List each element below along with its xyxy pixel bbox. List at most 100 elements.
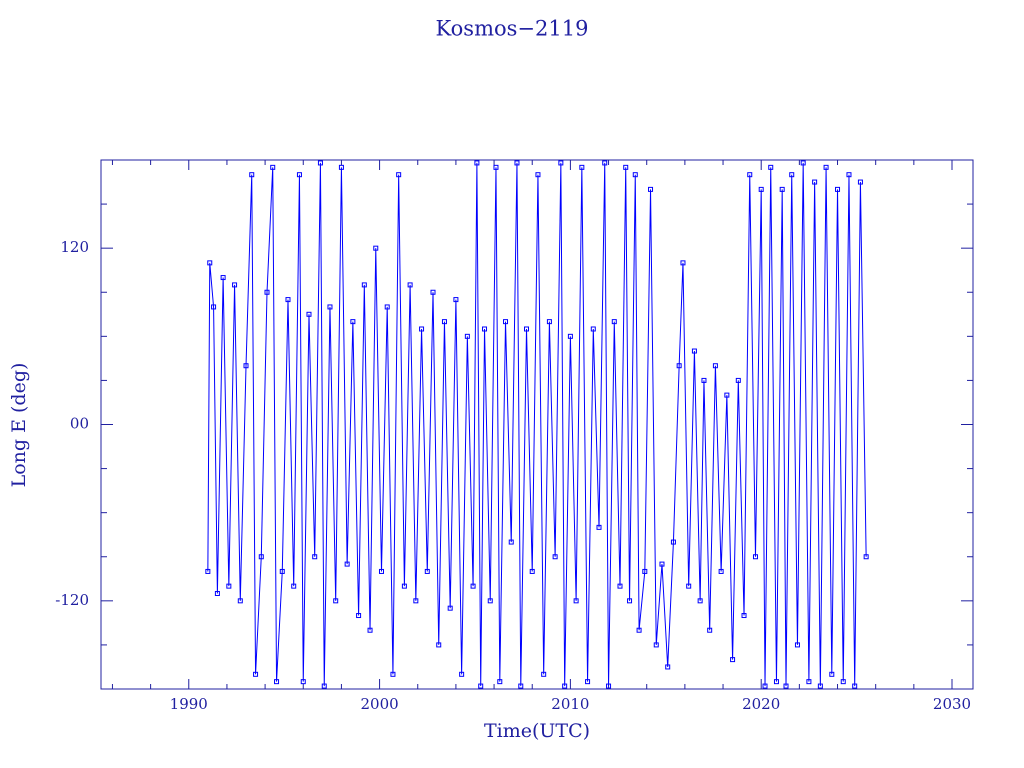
data-point [752,554,758,560]
data-point [623,164,629,170]
data-point [730,657,736,663]
data-point [529,568,535,574]
data-point [585,679,591,685]
data-point [264,289,270,295]
data-point [413,598,419,604]
data-point [697,598,703,604]
y-tick-label: -120 [55,591,89,609]
x-tick-label: 2020 [742,695,780,713]
data-point [783,683,789,689]
data-point [817,683,823,689]
data-point [590,326,596,332]
data-point [478,683,484,689]
data-point [712,363,718,369]
data-point [779,186,785,192]
data-point [321,683,327,689]
data-point [636,627,642,633]
data-point [407,282,413,288]
data-point [253,671,259,677]
data-point [546,319,552,325]
data-point [659,561,665,567]
data-point [632,172,638,178]
data-point [835,186,841,192]
data-point [367,627,373,633]
x-axis-label: Time(UTC) [484,720,590,742]
data-point [823,164,829,170]
data-point [806,679,812,685]
data-point [333,598,339,604]
data-point [562,683,568,689]
data-point [285,297,291,303]
data-point [762,683,768,689]
data-point [279,568,285,574]
data-point [789,172,795,178]
data-point [680,260,686,266]
x-tick-label: 2010 [551,695,589,713]
data-point [464,333,470,339]
data-point [482,326,488,332]
data-point [579,164,585,170]
data-point [768,164,774,170]
data-line [207,162,867,687]
data-point [436,642,442,648]
data-point [503,319,509,325]
data-point [424,568,430,574]
data-point [648,186,654,192]
chart-title: Kosmos−2119 [436,17,589,41]
data-point [441,319,447,325]
data-point [312,554,318,560]
data-point [243,363,249,369]
data-point [812,179,818,185]
data-point [718,568,724,574]
data-point [686,583,692,589]
data-point [493,164,499,170]
data-point [602,160,608,166]
data-point [317,160,323,166]
data-point [840,679,846,685]
data-point [747,172,753,178]
data-point [724,392,730,398]
data-point [573,598,579,604]
data-point [384,304,390,310]
data-point [232,282,238,288]
data-point [676,363,682,369]
data-point [773,679,779,685]
data-point [691,348,697,354]
data-point [627,598,633,604]
data-point [249,172,255,178]
data-point [291,583,297,589]
data-point [487,598,493,604]
data-point [258,554,264,560]
data-point [497,679,503,685]
data-point [214,590,220,596]
y-axis-label: Long E (deg) [8,363,30,488]
data-point [567,333,573,339]
data-point [270,164,276,170]
data-point [207,260,213,266]
data-point [470,583,476,589]
data-point [514,160,520,166]
data-point [508,539,514,545]
data-point [800,160,806,166]
data-point [518,683,524,689]
data-point [338,164,344,170]
x-tick-label: 1990 [170,695,208,713]
data-point [274,679,280,685]
data-point [524,326,530,332]
data-point [642,568,648,574]
data-point [735,377,741,383]
data-point [344,561,350,567]
data-point [356,613,362,619]
y-tick-label: 120 [60,238,89,256]
data-point [617,583,623,589]
data-point [611,319,617,325]
data-point [541,671,547,677]
data-point [211,304,217,310]
data-point [237,598,243,604]
data-point [741,613,747,619]
data-point [361,282,367,288]
data-point [794,642,800,648]
data-point [846,172,852,178]
data-point [653,642,659,648]
